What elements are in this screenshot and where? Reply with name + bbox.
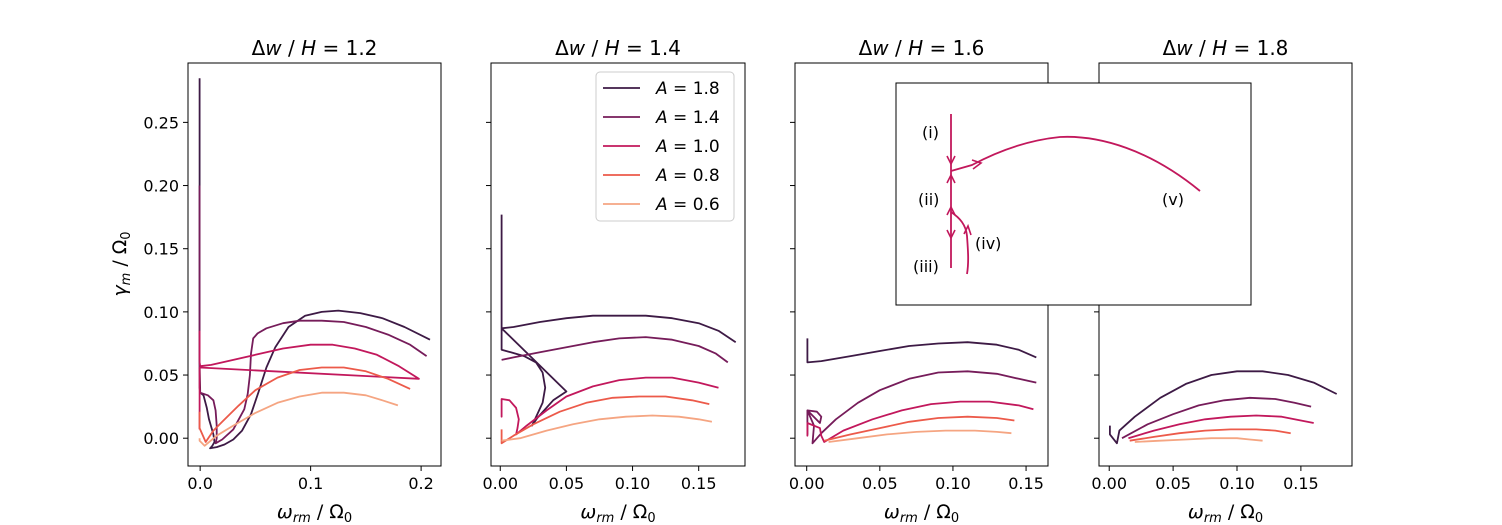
x-tick-label: 0.05 [862, 474, 898, 493]
series-line [1128, 414, 1314, 440]
x-tick-label: 0.00 [1091, 474, 1127, 493]
series-line [501, 336, 729, 364]
panel-title: Δw / H = 1.2 [252, 36, 378, 60]
inset-arrow-icon [946, 155, 956, 166]
y-tick-label: 0.05 [143, 366, 179, 385]
x-tick-label: 0.05 [549, 474, 585, 493]
x-tick-label: 0.00 [482, 474, 518, 493]
inset-arrow-icon [946, 173, 956, 184]
panel-4: 0.00 0.05 0.10 0.15 Δw / H = 1.8 ωrm / Ω0 [1091, 36, 1353, 525]
x-tick-label: 0.15 [681, 474, 717, 493]
inset-label: (ii) [918, 190, 939, 209]
inset-branch-v [950, 135, 1201, 192]
y-tick-label: 0.15 [143, 240, 179, 259]
series-line [198, 78, 431, 450]
x-tick-label: 0.15 [1283, 474, 1319, 493]
series-line [1121, 396, 1312, 439]
inset-label: (iv) [975, 234, 1001, 253]
series-line [806, 338, 1037, 364]
series-line [1134, 437, 1263, 443]
axes-frame [187, 62, 442, 467]
x-axis-label: ωrm / Ω0 [277, 501, 352, 525]
x-tick-label: 0.1 [298, 474, 323, 493]
y-axis-label: γm / Ω0 [109, 231, 134, 296]
panel-1: 0.0 0.1 0.2 0.00 0.05 0.10 0.15 0.20 0.25 Δw / H … [143, 36, 442, 525]
legend-entry: A = 1.8 [655, 79, 720, 99]
legend-entry: A = 0.8 [655, 166, 720, 186]
series-line [198, 185, 428, 445]
legend-entry: A = 0.6 [655, 195, 720, 215]
legend-frame [595, 71, 735, 222]
x-axis-label: ωrm / Ω0 [1188, 501, 1263, 525]
series-group [806, 338, 1037, 445]
x-tick-label: 0.10 [935, 474, 971, 493]
legend-entry: A = 1.0 [655, 137, 720, 157]
legend: A = 1.8 A = 1.4 A = 1.0 A = 0.8 A = 0.6 [595, 71, 735, 222]
x-tick-label: 0.0 [187, 474, 212, 493]
series-line [1109, 370, 1338, 445]
series-line [500, 214, 737, 427]
x-tick-label: 0.05 [1155, 474, 1191, 493]
inset-arrow-icon [971, 159, 983, 170]
inset-branch-iv [950, 211, 970, 275]
series-line [500, 395, 710, 445]
x-tick-label: 0.10 [615, 474, 651, 493]
x-tick-label: 0.00 [789, 474, 825, 493]
series-line [823, 415, 1015, 442]
panel-3: 0.00 0.05 0.10 0.15 Δw / H = 1.6 ωrm / Ω0 [789, 36, 1049, 525]
series-group [198, 78, 431, 450]
series-line [198, 366, 411, 443]
inset-arrow-icon [946, 205, 956, 216]
x-tick-label: 0.15 [1008, 474, 1044, 493]
series-line [500, 376, 719, 436]
inset-frame [895, 82, 1252, 306]
y-tick-label: 0.00 [143, 429, 179, 448]
inset: (i) (ii) (iii) (iv) (v) [895, 82, 1252, 306]
y-tick-label: 0.10 [143, 303, 179, 322]
series-group [500, 214, 737, 445]
x-axis-label: ωrm / Ω0 [884, 501, 959, 525]
inset-arrow-icon [963, 223, 972, 236]
x-axis-label: ωrm / Ω0 [580, 501, 655, 525]
series-line [828, 429, 1012, 443]
inset-label: (i) [922, 123, 939, 142]
panel-title: Δw / H = 1.6 [859, 36, 985, 60]
x-tick-label: 0.10 [1219, 474, 1255, 493]
panel-title: Δw / H = 1.8 [1163, 36, 1289, 60]
y-tick-label: 0.20 [143, 177, 179, 196]
x-tick-label: 0.2 [408, 474, 433, 493]
series-line [198, 391, 399, 447]
series-line [501, 414, 713, 442]
series-group [1109, 370, 1338, 445]
legend-entry: A = 1.4 [655, 108, 720, 128]
inset-label: (iii) [913, 257, 939, 276]
series-line [198, 330, 420, 430]
series-line [806, 400, 1034, 443]
inset-arrow-icon [946, 229, 956, 240]
series-line [1129, 428, 1291, 442]
panel-2: 0.00 0.05 0.10 0.15 Δw / H = 1.4 ωrm / Ω0 [482, 36, 746, 525]
y-tick-label: 0.25 [143, 113, 179, 132]
panel-title: Δw / H = 1.4 [555, 36, 681, 60]
inset-label: (v) [1162, 190, 1184, 209]
axes-frame [490, 62, 746, 467]
